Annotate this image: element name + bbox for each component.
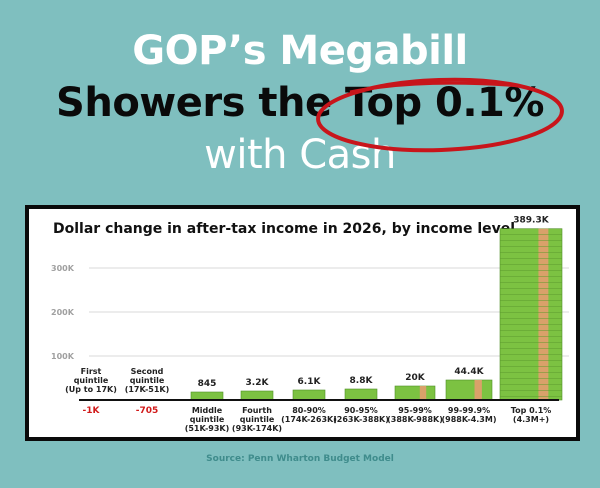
x-category-label: (988K-4.3M)	[442, 415, 497, 424]
y-tick-label: 300K	[51, 264, 75, 273]
x-category-label: First	[81, 367, 102, 376]
x-category-label: (263K-388K)	[333, 415, 389, 424]
bar-band	[419, 386, 427, 400]
y-tick-label: 100K	[51, 352, 75, 361]
x-category-label: 90-95%	[344, 406, 378, 415]
bar-chart: 100K 200K 300K -1K -705 845 3.2K 6.1K 8.8K 20K 44.…	[51, 216, 569, 433]
value-label: 44.4K	[454, 367, 484, 377]
chart-title: Dollar change in after-tax income in 202…	[53, 221, 516, 237]
bar	[445, 379, 493, 401]
bar-cash-stack	[344, 388, 378, 401]
x-category-label: quintile	[74, 376, 109, 385]
x-category-label: quintile	[130, 376, 165, 385]
bar	[344, 388, 378, 401]
value-label: 3.2K	[246, 378, 270, 388]
bar-cash-stack	[240, 390, 274, 401]
bar-cash-stack	[499, 228, 563, 401]
x-category-label: 80-90%	[292, 406, 326, 415]
bar-cash-stack	[190, 391, 224, 401]
bar-cash-stack	[394, 385, 436, 401]
y-tick-label: 200K	[51, 308, 75, 317]
x-category-label: Top 0.1%	[511, 406, 552, 415]
source-note: Source: Penn Wharton Budget Model	[206, 454, 394, 464]
bar	[240, 390, 274, 401]
value-label: 6.1K	[298, 377, 322, 387]
x-category-label: 99-99.9%	[448, 406, 490, 415]
x-category-label: (174K-263K)	[281, 415, 337, 424]
x-category-label: (388K-988K)	[387, 415, 443, 424]
x-category-label: quintile	[240, 415, 275, 424]
value-label-negative: -1K	[83, 406, 101, 416]
x-category-label: (17K-51K)	[125, 385, 170, 394]
value-label-negative: -705	[136, 406, 159, 416]
x-category-label: (93K-174K)	[232, 424, 282, 433]
bar-band	[538, 228, 549, 400]
x-category-label: (51K-93K)	[185, 424, 230, 433]
x-category-label: quintile	[190, 415, 225, 424]
x-category-label: 95-99%	[398, 406, 432, 415]
bar	[292, 389, 326, 401]
bar-band	[474, 380, 482, 400]
x-category-label: Middle	[192, 406, 223, 415]
bar	[499, 228, 563, 401]
headline-line-3: with Cash	[204, 132, 396, 178]
value-label: 845	[198, 379, 217, 389]
x-category-label: (Up to 17K)	[65, 385, 117, 394]
chart-panel: Dollar change in after-tax income in 202…	[25, 205, 580, 441]
bar-cash-stack	[292, 389, 326, 401]
headline-prefix: Showers the	[56, 80, 345, 126]
value-label: 389.3K	[513, 216, 549, 226]
x-category-label: (4.3M+)	[513, 415, 549, 424]
value-label: 20K	[405, 373, 426, 383]
x-category-label: Fourth	[242, 406, 272, 415]
bar-cash-stack	[445, 379, 493, 401]
headline-line-1: GOP’s Megabill	[132, 28, 468, 74]
headline-line-2: Showers the Top 0.1%	[0, 80, 600, 126]
value-label: 8.8K	[350, 376, 374, 386]
x-category-label: Second	[131, 367, 164, 376]
bar	[190, 391, 224, 401]
headline-highlight: Top 0.1%	[345, 80, 544, 126]
bar	[394, 385, 436, 401]
